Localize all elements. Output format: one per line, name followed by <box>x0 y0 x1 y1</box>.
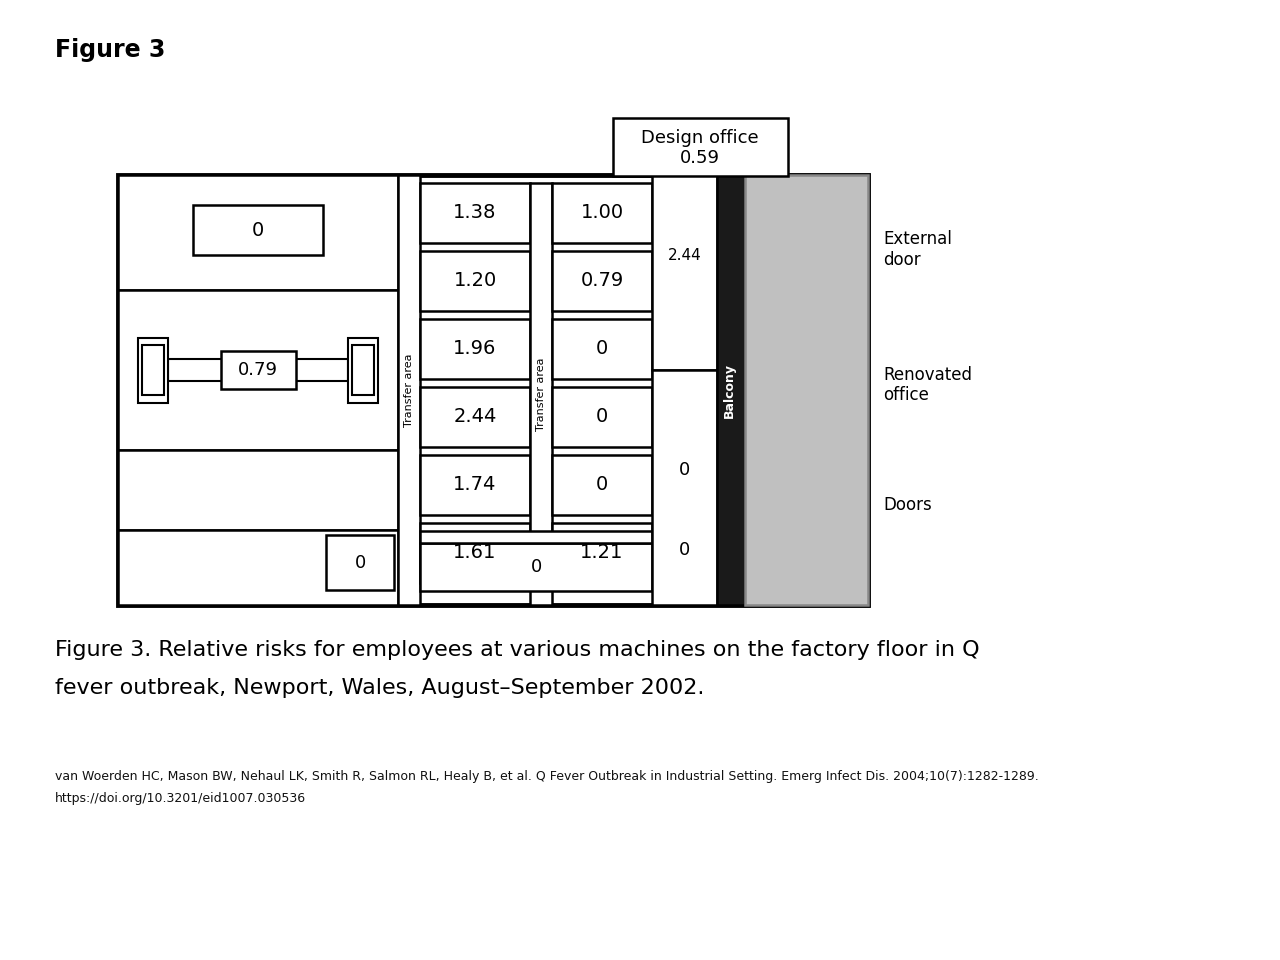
Bar <box>420 251 530 311</box>
Text: Doors: Doors <box>883 496 932 514</box>
Bar <box>420 523 530 583</box>
Text: https://doi.org/10.3201/eid1007.030536: https://doi.org/10.3201/eid1007.030536 <box>55 792 306 805</box>
Text: Transfer area: Transfer area <box>404 353 413 427</box>
Text: 1.96: 1.96 <box>453 340 497 358</box>
Bar <box>552 183 652 243</box>
Text: 0: 0 <box>596 407 608 426</box>
Bar <box>420 543 652 591</box>
Bar <box>552 523 652 583</box>
Bar <box>398 175 420 605</box>
Text: Balcony: Balcony <box>722 363 736 418</box>
Text: 1.00: 1.00 <box>580 204 623 223</box>
Bar <box>717 175 745 605</box>
Text: 1.21: 1.21 <box>580 543 623 563</box>
Bar <box>352 345 374 395</box>
Text: 0: 0 <box>678 461 690 479</box>
Text: 0: 0 <box>530 558 541 576</box>
Bar <box>220 351 296 389</box>
Text: 1.61: 1.61 <box>453 543 497 563</box>
Bar <box>613 118 788 176</box>
Bar <box>142 345 164 395</box>
Bar <box>118 175 868 605</box>
Bar <box>552 455 652 515</box>
Bar <box>420 387 530 447</box>
Text: 0.79: 0.79 <box>580 272 623 291</box>
Text: Transfer area: Transfer area <box>536 357 547 431</box>
Text: Figure 3. Relative risks for employees at various machines on the factory floor : Figure 3. Relative risks for employees a… <box>55 640 979 660</box>
Text: 0.79: 0.79 <box>238 361 278 379</box>
Text: 2.44: 2.44 <box>453 407 497 426</box>
Text: fever outbreak, Newport, Wales, August–September 2002.: fever outbreak, Newport, Wales, August–S… <box>55 678 704 698</box>
Text: 0: 0 <box>355 554 366 571</box>
Bar <box>420 319 530 379</box>
Text: Design office: Design office <box>641 129 759 147</box>
Text: 0: 0 <box>596 475 608 494</box>
Text: 0: 0 <box>596 340 608 358</box>
Bar <box>193 205 323 255</box>
Text: 0: 0 <box>252 221 264 239</box>
Text: 2.44: 2.44 <box>668 248 701 262</box>
Bar <box>552 319 652 379</box>
Text: 1.74: 1.74 <box>453 475 497 494</box>
Bar <box>348 338 378 402</box>
Text: 1.38: 1.38 <box>453 204 497 223</box>
Bar <box>118 175 398 290</box>
Bar <box>552 387 652 447</box>
Bar <box>420 531 652 543</box>
Bar <box>420 455 530 515</box>
Bar <box>168 359 348 381</box>
Bar <box>420 183 530 243</box>
Bar <box>326 535 394 590</box>
Text: 0: 0 <box>678 541 690 559</box>
Text: External
door: External door <box>883 230 952 269</box>
Text: 1.20: 1.20 <box>453 272 497 291</box>
Bar <box>745 175 868 605</box>
Bar <box>118 290 398 450</box>
Text: Figure 3: Figure 3 <box>55 38 165 62</box>
Bar <box>552 251 652 311</box>
Text: Renovated
office: Renovated office <box>883 366 972 404</box>
Bar <box>118 450 398 530</box>
Bar <box>530 183 552 605</box>
Text: van Woerden HC, Mason BW, Nehaul LK, Smith R, Salmon RL, Healy B, et al. Q Fever: van Woerden HC, Mason BW, Nehaul LK, Smi… <box>55 770 1039 783</box>
Bar <box>138 338 168 402</box>
Bar <box>652 370 717 605</box>
Bar <box>652 175 717 370</box>
Text: 0.59: 0.59 <box>680 149 719 167</box>
Bar <box>118 530 398 605</box>
